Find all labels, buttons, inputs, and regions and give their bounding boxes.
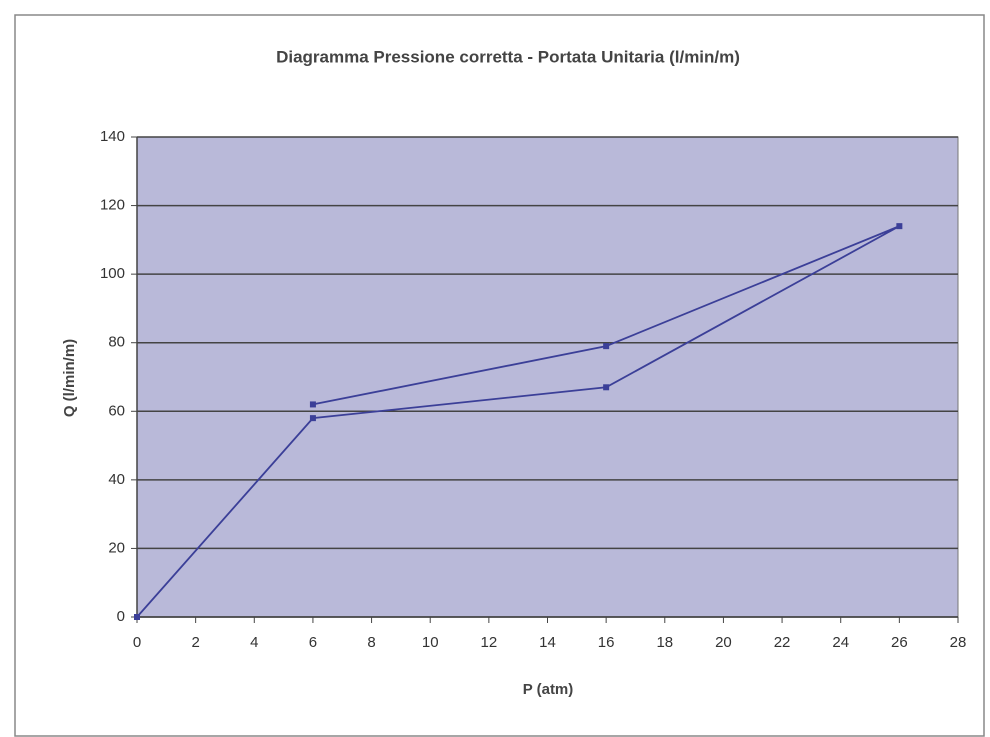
x-tick-label: 26 bbox=[891, 634, 908, 651]
x-tick-label: 14 bbox=[539, 634, 556, 651]
y-tick-label: 120 bbox=[100, 197, 125, 214]
y-tick-label: 60 bbox=[108, 402, 125, 419]
x-tick-label: 8 bbox=[367, 634, 375, 651]
x-tick-label: 28 bbox=[950, 634, 967, 651]
data-point bbox=[603, 343, 610, 350]
chart-title: Diagramma Pressione corretta - Portata U… bbox=[276, 47, 740, 66]
data-point bbox=[603, 384, 610, 391]
x-tick-label: 18 bbox=[656, 634, 673, 651]
data-point bbox=[134, 614, 140, 620]
x-tick-label: 16 bbox=[598, 634, 615, 651]
x-tick-label: 20 bbox=[715, 634, 732, 651]
plot-area bbox=[136, 136, 959, 618]
data-point bbox=[309, 401, 316, 408]
x-tick-label: 10 bbox=[422, 634, 439, 651]
x-tick-label: 12 bbox=[481, 634, 498, 651]
data-point bbox=[896, 223, 903, 230]
series-line bbox=[136, 225, 900, 618]
x-tick-label: 24 bbox=[832, 634, 849, 651]
y-tick-label: 140 bbox=[100, 128, 125, 145]
y-tick-label: 20 bbox=[108, 539, 125, 556]
x-tick-label: 2 bbox=[191, 634, 199, 651]
y-tick-label: 80 bbox=[108, 334, 125, 351]
y-tick-label: 100 bbox=[100, 265, 125, 282]
y-tick-label: 0 bbox=[117, 608, 125, 625]
y-tick-label: 40 bbox=[108, 471, 125, 488]
x-tick-label: 6 bbox=[309, 634, 317, 651]
x-axis-label: P (atm) bbox=[523, 681, 574, 698]
y-axis-label: Q (l/min/m) bbox=[61, 339, 78, 417]
x-tick-label: 0 bbox=[133, 634, 141, 651]
x-tick-label: 22 bbox=[774, 634, 791, 651]
x-tick-label: 4 bbox=[250, 634, 258, 651]
data-point bbox=[309, 415, 316, 422]
